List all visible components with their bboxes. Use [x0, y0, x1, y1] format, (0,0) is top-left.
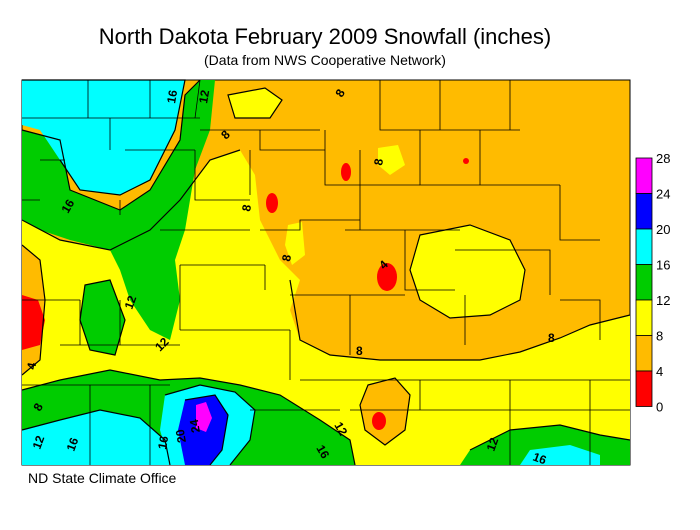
contour-label: 8	[371, 157, 386, 166]
legend-swatch	[635, 299, 653, 336]
contour-label: 12	[122, 293, 140, 311]
band-24-28	[196, 402, 212, 432]
band-16-20-nw	[22, 80, 185, 195]
contour-label: 16	[531, 450, 549, 468]
contour-label: 24	[187, 418, 203, 434]
legend-label: 16	[656, 258, 670, 273]
legend-label: 28	[656, 151, 670, 166]
band-8-12-north2	[378, 145, 405, 175]
legend-swatch	[635, 157, 653, 194]
band-0-4-nw	[266, 193, 278, 213]
contour-label: 8	[239, 203, 254, 212]
legend-label: 4	[656, 364, 663, 379]
band-8-12-mid	[285, 222, 305, 265]
band-16-20-sw	[22, 410, 170, 465]
band-0-4-n	[341, 163, 351, 181]
contour-label: 8	[279, 253, 294, 262]
band-4-8-south	[360, 378, 410, 445]
legend-label: 24	[656, 187, 670, 202]
legend-swatch	[635, 370, 653, 407]
contour-label: 8	[356, 344, 363, 358]
band-8-12-north	[228, 88, 282, 118]
band-16-20-se	[520, 445, 600, 465]
contour-label: 12	[331, 420, 350, 439]
map-subtitle: (Data from NWS Cooperative Network)	[204, 52, 446, 68]
contour-lines	[21, 79, 631, 466]
footer-credit: ND State Climate Office	[28, 470, 177, 486]
contour-label: 16	[64, 435, 82, 453]
band-0-4-c	[377, 263, 397, 291]
contour-label: 12	[196, 89, 212, 105]
legend-swatch	[635, 264, 653, 301]
legend-label: 20	[656, 222, 670, 237]
contour-label: 8	[548, 331, 555, 345]
legend-label: 0	[656, 400, 663, 415]
legend-label: 8	[656, 329, 663, 344]
legend-swatch	[635, 193, 653, 230]
contour-label: 16	[155, 435, 171, 451]
band-8-12-east	[410, 225, 525, 318]
contour-label: 20	[173, 428, 189, 444]
band-0-4-s	[372, 412, 386, 430]
band-12-16-wmid	[80, 280, 125, 355]
legend-swatch	[635, 228, 653, 265]
band-0-4-ne	[463, 158, 469, 164]
map-title: North Dakota February 2009 Snowfall (inc…	[98, 24, 552, 49]
contour-label: 16	[58, 197, 77, 216]
legend: 28 24 20 16 12 8 4 0	[635, 151, 670, 415]
contour-label: 4	[24, 361, 39, 370]
contour-label: 16	[164, 89, 180, 105]
legend-label: 12	[656, 293, 670, 308]
contour-label: 12	[484, 435, 502, 453]
contour-label: 12	[30, 433, 48, 451]
contour-label: 16	[313, 443, 332, 462]
legend-swatch	[635, 335, 653, 372]
band-0-4-west	[22, 295, 45, 350]
